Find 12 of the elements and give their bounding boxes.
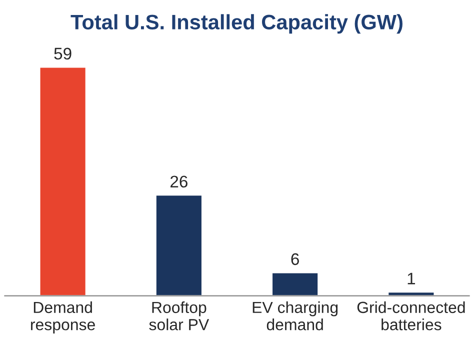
- bar: [155, 194, 203, 296]
- bar: [271, 272, 319, 296]
- data-label: 6: [291, 253, 299, 266]
- x-tick-label: Rooftop solar PV: [149, 301, 210, 330]
- bar: [38, 66, 87, 296]
- x-tick-label: Grid-connected batteries: [357, 301, 465, 330]
- x-tick-label: EV charging demand: [252, 301, 338, 330]
- data-label: 26: [170, 176, 188, 188]
- data-label: 59: [54, 48, 72, 60]
- chart-title: Total U.S. Installed Capacity (GW): [70, 14, 402, 34]
- data-label: 1: [408, 272, 416, 284]
- x-tick-label: Demand response: [31, 301, 95, 334]
